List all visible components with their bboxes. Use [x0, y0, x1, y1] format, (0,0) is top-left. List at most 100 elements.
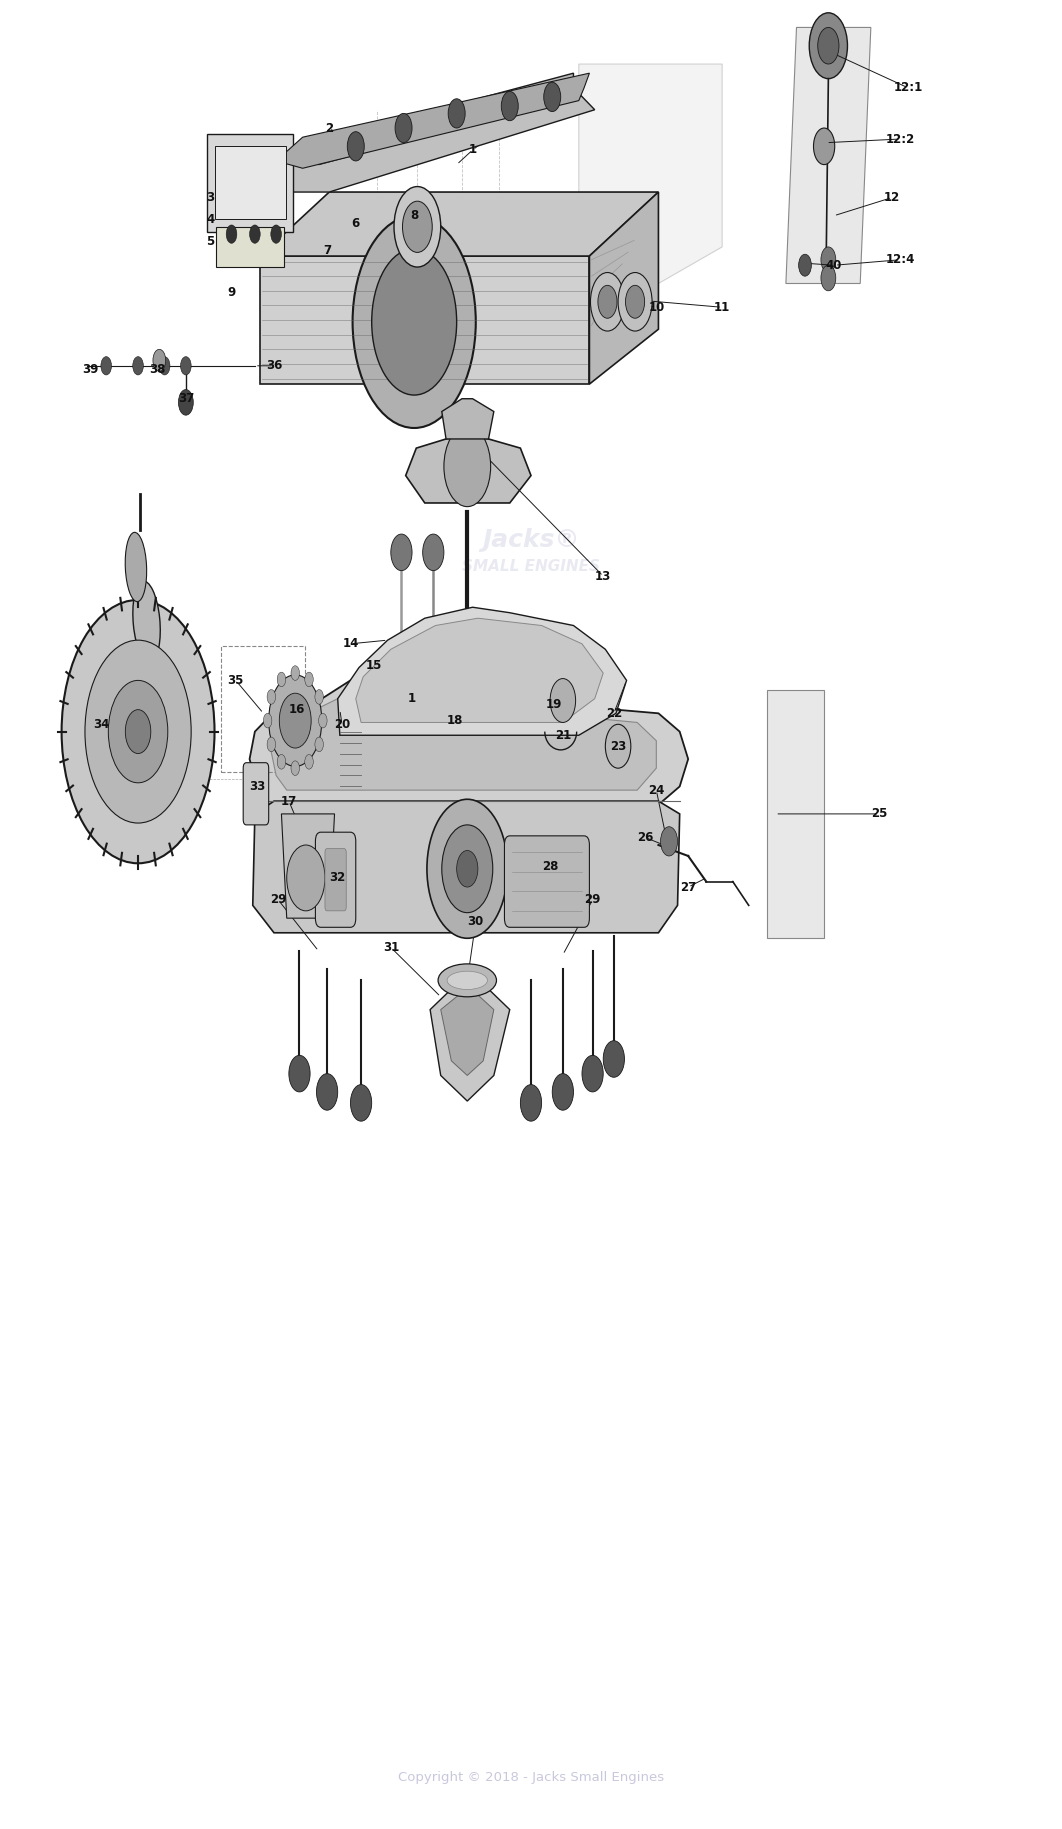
Circle shape	[813, 128, 835, 165]
Polygon shape	[338, 607, 627, 735]
Text: 34: 34	[92, 717, 109, 732]
Text: 18: 18	[446, 713, 463, 728]
Circle shape	[85, 640, 191, 823]
Text: 3: 3	[206, 190, 215, 205]
Circle shape	[263, 713, 272, 728]
Polygon shape	[255, 88, 595, 192]
Text: 12:4: 12:4	[886, 252, 915, 267]
Circle shape	[178, 390, 193, 415]
Text: 7: 7	[323, 243, 331, 258]
Text: 11: 11	[714, 300, 731, 315]
Circle shape	[350, 1085, 372, 1121]
Polygon shape	[356, 618, 603, 722]
Text: 33: 33	[249, 779, 266, 794]
Circle shape	[626, 285, 645, 318]
Ellipse shape	[133, 582, 160, 662]
Text: 31: 31	[382, 940, 399, 955]
Circle shape	[305, 671, 313, 686]
Text: 38: 38	[149, 362, 166, 377]
Polygon shape	[579, 64, 722, 329]
Text: 8: 8	[410, 209, 418, 223]
Circle shape	[402, 201, 432, 252]
Circle shape	[250, 225, 260, 243]
Polygon shape	[260, 256, 589, 384]
Circle shape	[520, 1085, 542, 1121]
Circle shape	[279, 693, 311, 748]
Circle shape	[108, 680, 168, 783]
Text: 32: 32	[329, 871, 346, 885]
Circle shape	[267, 737, 275, 752]
Polygon shape	[276, 73, 589, 168]
Polygon shape	[271, 666, 656, 790]
Polygon shape	[589, 192, 658, 384]
Text: 23: 23	[610, 739, 627, 754]
Text: 1: 1	[468, 143, 477, 157]
FancyBboxPatch shape	[243, 763, 269, 825]
Circle shape	[277, 755, 286, 770]
Ellipse shape	[125, 532, 147, 602]
FancyBboxPatch shape	[216, 227, 284, 267]
Text: 29: 29	[584, 893, 601, 907]
Circle shape	[544, 82, 561, 112]
Circle shape	[457, 850, 478, 887]
Text: 17: 17	[280, 794, 297, 808]
Circle shape	[291, 761, 299, 775]
Circle shape	[821, 265, 836, 291]
Circle shape	[347, 132, 364, 161]
Polygon shape	[313, 73, 573, 165]
Circle shape	[315, 690, 324, 704]
Circle shape	[598, 285, 617, 318]
Polygon shape	[253, 801, 680, 933]
Circle shape	[353, 216, 476, 428]
FancyBboxPatch shape	[215, 146, 286, 219]
Circle shape	[395, 113, 412, 143]
Polygon shape	[406, 435, 531, 503]
Text: Jacks®: Jacks®	[482, 527, 580, 552]
Circle shape	[226, 225, 237, 243]
Text: 9: 9	[227, 285, 236, 300]
Circle shape	[271, 225, 281, 243]
Text: 29: 29	[270, 893, 287, 907]
Text: 14: 14	[342, 636, 359, 651]
Text: Copyright © 2018 - Jacks Small Engines: Copyright © 2018 - Jacks Small Engines	[398, 1770, 664, 1785]
Polygon shape	[442, 399, 494, 439]
Polygon shape	[281, 814, 335, 918]
FancyBboxPatch shape	[325, 849, 346, 911]
Text: 24: 24	[648, 783, 665, 797]
Circle shape	[818, 27, 839, 64]
Circle shape	[582, 1055, 603, 1092]
Circle shape	[277, 671, 286, 686]
FancyBboxPatch shape	[767, 690, 824, 938]
Circle shape	[125, 710, 151, 754]
FancyBboxPatch shape	[315, 832, 356, 927]
Polygon shape	[430, 984, 510, 1101]
Text: 16: 16	[289, 702, 306, 717]
Text: 12: 12	[884, 190, 901, 205]
Circle shape	[153, 349, 166, 371]
Circle shape	[319, 713, 327, 728]
FancyBboxPatch shape	[504, 836, 589, 927]
Circle shape	[552, 1074, 573, 1110]
Text: 20: 20	[333, 717, 350, 732]
Circle shape	[181, 357, 191, 375]
Text: 28: 28	[542, 860, 559, 874]
Polygon shape	[786, 27, 871, 283]
Circle shape	[291, 666, 299, 680]
Circle shape	[287, 845, 325, 911]
Text: 13: 13	[595, 569, 612, 583]
Text: 37: 37	[177, 391, 194, 406]
Circle shape	[372, 249, 457, 395]
Circle shape	[550, 679, 576, 722]
Text: 10: 10	[648, 300, 665, 315]
Text: 12:1: 12:1	[893, 80, 923, 95]
Circle shape	[394, 187, 441, 267]
Text: 22: 22	[605, 706, 622, 721]
Circle shape	[316, 1074, 338, 1110]
Text: 25: 25	[871, 807, 888, 821]
Circle shape	[391, 534, 412, 571]
Circle shape	[305, 755, 313, 770]
Circle shape	[62, 600, 215, 863]
Text: 5: 5	[206, 234, 215, 249]
Text: 6: 6	[352, 216, 360, 230]
Circle shape	[590, 273, 624, 331]
